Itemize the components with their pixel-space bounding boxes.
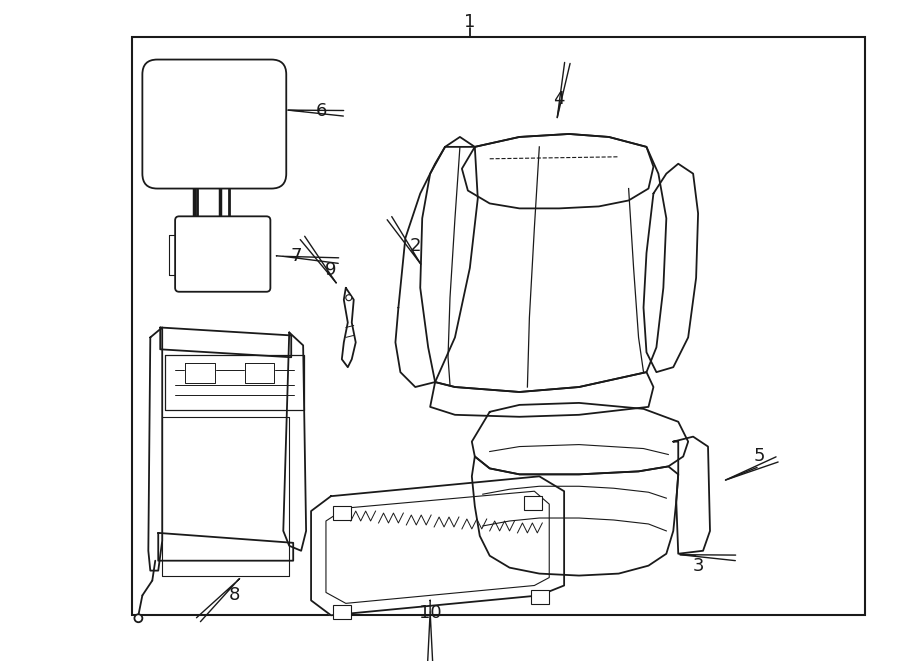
Polygon shape (342, 288, 356, 367)
FancyBboxPatch shape (176, 216, 270, 292)
Polygon shape (284, 332, 306, 551)
Polygon shape (311, 477, 564, 615)
Polygon shape (420, 134, 666, 392)
Bar (333, 605, 351, 619)
Bar (333, 506, 351, 520)
Polygon shape (185, 363, 215, 383)
Bar (132, 37, 865, 615)
Text: 3: 3 (692, 557, 704, 574)
Polygon shape (430, 372, 653, 417)
Text: 8: 8 (229, 586, 240, 604)
Polygon shape (245, 363, 274, 383)
Bar (531, 590, 549, 604)
Polygon shape (158, 533, 293, 561)
Text: 4: 4 (554, 91, 565, 108)
Circle shape (134, 614, 142, 622)
Polygon shape (673, 437, 710, 554)
Polygon shape (644, 164, 698, 372)
Polygon shape (462, 134, 653, 208)
Text: 2: 2 (410, 237, 421, 255)
Polygon shape (395, 137, 478, 387)
Polygon shape (472, 403, 688, 475)
Polygon shape (326, 491, 549, 603)
Text: 9: 9 (325, 261, 337, 279)
Text: 5: 5 (754, 447, 765, 465)
Bar (525, 496, 543, 510)
Text: 7: 7 (291, 247, 302, 265)
FancyBboxPatch shape (142, 59, 286, 188)
Text: 1: 1 (464, 13, 475, 31)
Polygon shape (148, 327, 162, 570)
Text: 10: 10 (418, 604, 442, 622)
Text: 6: 6 (315, 102, 327, 120)
Polygon shape (472, 457, 679, 576)
Circle shape (346, 295, 352, 301)
Polygon shape (166, 355, 304, 410)
Polygon shape (162, 417, 289, 576)
Polygon shape (160, 327, 292, 357)
